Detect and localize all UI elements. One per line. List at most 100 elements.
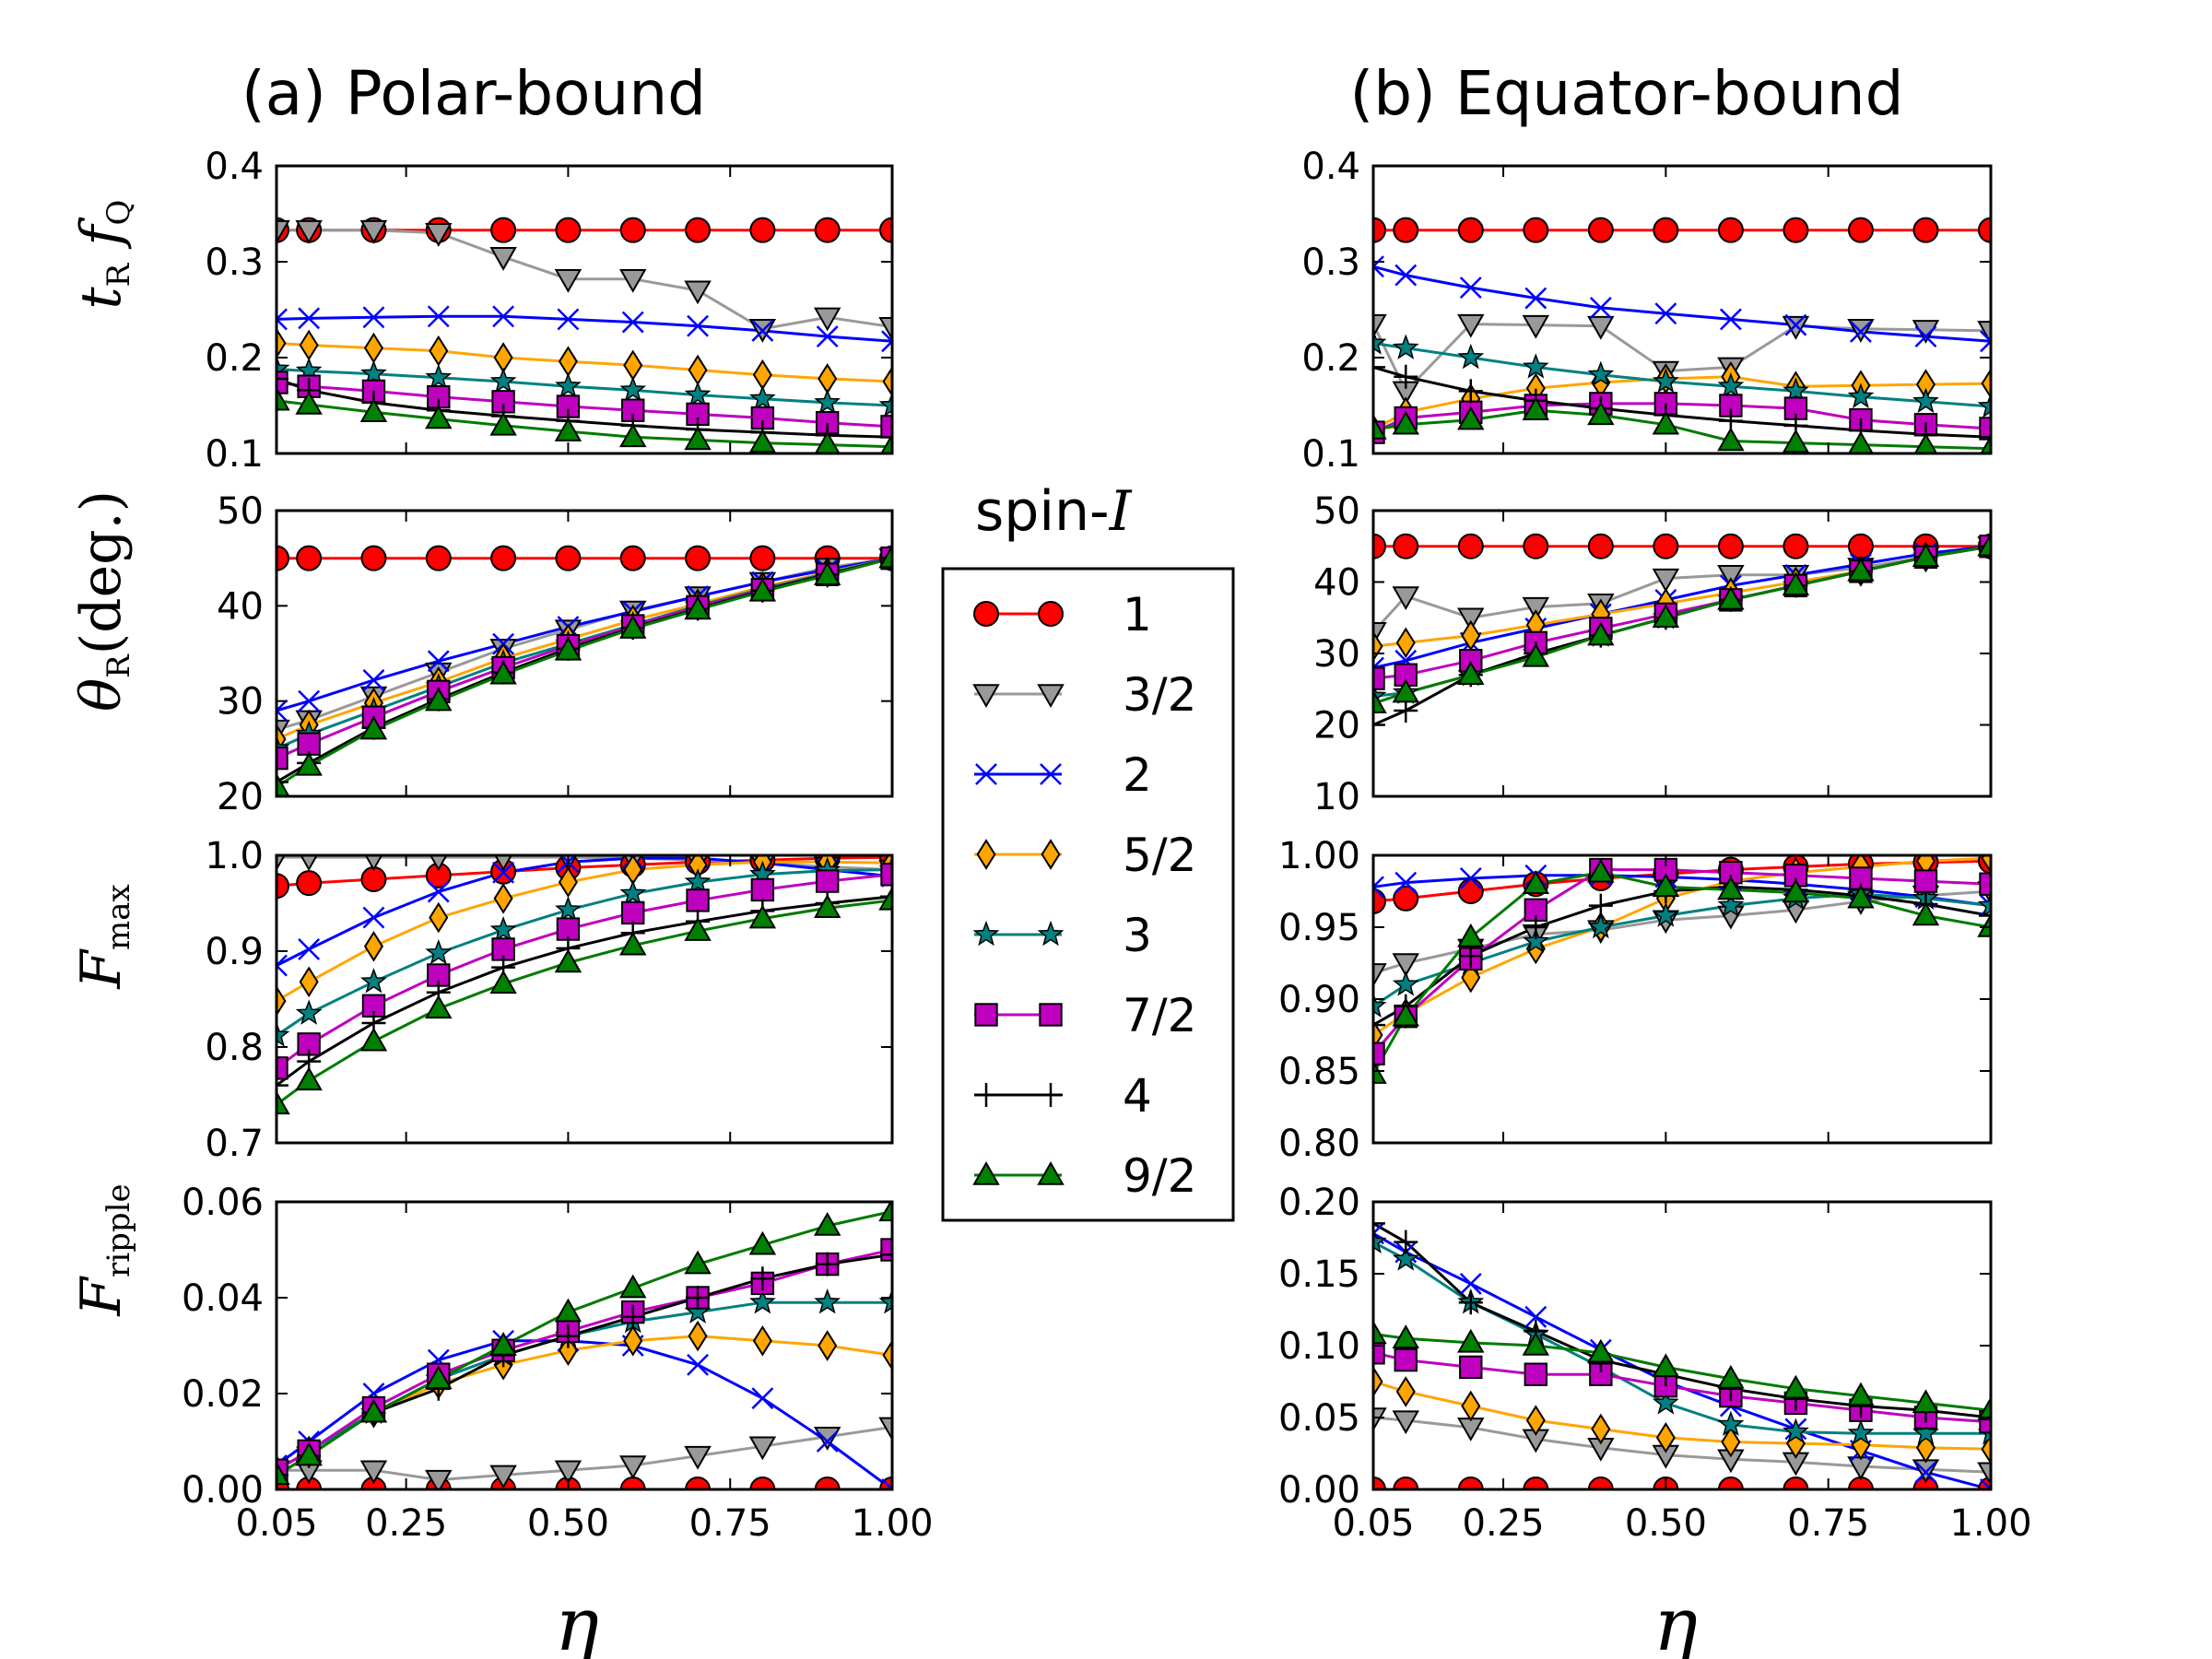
data-point-b-tf-1-9 [1912,320,1940,344]
data-point-a-tf-7-5 [554,418,582,441]
data-point-b-frip-6-1 [1394,1230,1418,1254]
legend-marker-left [972,1160,1000,1185]
data-point-b-frip-4-6 [1717,1410,1745,1437]
data-point-a-fmax-4-1 [295,999,323,1025]
ytick-label-b-tf-1: 0.2 [1301,337,1360,380]
ytick-label-b-fmax-0: 0.80 [1278,1123,1360,1165]
data-point-b-theta-0-6 [1717,533,1744,559]
legend-label: 4 [1123,1069,1152,1123]
data-point-a-tf-3-3 [429,335,449,367]
legend-label: 3 [1123,909,1152,962]
data-point-b-tf-0-9 [1912,217,1939,243]
data-point-b-theta-0-1 [1393,533,1419,559]
plot-a-frip: 0.00 0.02 0.04 0.06 0.05 0.25 0.50 0.75 1.00 [182,1182,934,1545]
data-point-a-theta-2-1 [298,689,321,712]
data-point-b-tf-0-4 [1587,217,1614,243]
data-point-a-tf-1-4 [489,247,517,271]
data-point-a-fmax-3-3 [429,901,449,934]
axes-frame-a-theta [275,509,894,798]
data-point-b-theta-0-7 [1783,533,1809,559]
data-point-b-tf-4-1 [1392,334,1419,359]
data-point-b-frip-4-8 [1847,1419,1875,1445]
data-point-b-fmax-7-6 [1717,876,1745,900]
data-point-a-fmax-3-4 [493,882,513,914]
data-point-b-tf-1-7 [1782,315,1810,340]
legend-entry: 2 [974,748,1152,802]
data-point-a-fmax-2-2 [362,906,385,929]
ytick-label-a-theta-1: 30 [217,681,264,724]
data-point-a-tf-7-6 [619,423,647,448]
data-point-b-fmax-7-3 [1522,870,1550,894]
series-group-a-frip [276,1201,893,1490]
data-point-a-fmax-4-2 [360,968,387,994]
panel-title-a: (a) Polar-bound [241,58,706,129]
data-point-b-frip-7-7 [1782,1374,1810,1399]
data-point-a-tf-2-6 [621,311,644,334]
ylabel-fripple: Fripple [69,1183,137,1316]
data-point-a-frip-6-5 [556,1324,581,1348]
data-point-a-fmax-3-1 [299,966,319,998]
data-point-a-frip-7-6 [619,1274,647,1299]
axes-frame-a-fmax [275,853,894,1145]
data-point-a-fmax-5-8 [750,877,775,902]
data-point-a-tf-4-2 [360,359,387,385]
plot-a-fmax: 0.7 0.8 0.9 1.0 [205,835,894,1165]
legend: 1 3/2 2 5/2 3 7/2 4 9/2 [972,588,1196,1203]
data-point-a-tf-0-7 [685,217,712,243]
data-point-a-tf-4-5 [555,372,582,398]
data-point-a-tf-0-4 [490,217,517,243]
ytick-label-b-theta-1: 20 [1313,705,1360,747]
data-point-a-frip-2-9 [816,1430,839,1453]
data-point-a-fmax-3-5 [558,866,578,898]
data-point-a-frip-2-8 [751,1387,774,1410]
ytick-label-b-tf-3: 0.4 [1301,146,1360,188]
ytick-label-a-tf-3: 0.4 [205,146,264,188]
data-point-a-tf-3-8 [752,359,772,391]
data-point-a-tf-2-2 [362,306,385,329]
data-point-a-fmax-4-6 [619,879,647,905]
data-point-b-fmax-4-5 [1652,901,1679,927]
data-point-a-theta-0-3 [425,545,452,571]
data-point-b-tf-2-2 [1459,276,1482,300]
svg-text:Fripple: Fripple [69,1183,137,1316]
data-point-a-fmax-1-1 [299,854,319,872]
data-point-b-frip-4-9 [1912,1419,1939,1445]
data-point-a-tf-7-1 [295,390,323,415]
legend-entry: 9/2 [972,1149,1196,1203]
data-point-b-frip-4-5 [1652,1389,1679,1415]
data-point-b-theta-3-1 [1395,627,1416,659]
svg-text:θR(deg.): θR(deg.) [69,490,137,712]
legend-label: 2 [1123,748,1152,802]
data-point-b-tf-7-4 [1587,401,1615,426]
ytick-label-b-frip-0: 0.00 [1278,1469,1360,1512]
legend-label: 9/2 [1123,1149,1196,1203]
data-point-a-fmax-7-8 [748,904,777,929]
data-point-a-frip-1-6 [619,1455,647,1480]
data-point-b-tf-4-3 [1522,353,1549,379]
data-point-a-tf-3-6 [623,349,643,382]
data-point-b-tf-4-2 [1457,343,1485,370]
data-point-a-tf-1-3 [425,223,453,247]
ytick-label-a-frip-0: 0.00 [182,1469,264,1512]
data-point-a-tf-7-4 [489,411,517,436]
data-point-a-theta-0-2 [360,545,387,571]
data-point-b-frip-7-4 [1587,1338,1615,1363]
data-point-a-frip-3-7 [688,1320,708,1352]
series-group-a-theta [276,542,893,797]
data-point-b-fmax-4-6 [1717,891,1745,917]
data-point-a-theta-0-1 [296,545,323,571]
data-point-a-frip-3-8 [752,1324,772,1357]
data-point-a-frip-1-9 [813,1427,841,1451]
legend-marker-right [1037,684,1065,709]
data-point-a-frip-6-7 [686,1286,711,1310]
legend-marker-right [1040,763,1062,785]
data-point-a-tf-2-1 [298,307,321,330]
data-point-a-frip-1-3 [425,1469,453,1490]
xtick-label-b-frip-2: 0.50 [1625,1502,1707,1545]
legend-marker-left [972,920,1000,947]
data-point-a-frip-7-8 [748,1230,777,1255]
xlabel-a: η [555,1582,599,1659]
ytick-label-a-tf-0: 0.1 [205,433,264,476]
data-point-a-theta-2-3 [427,650,450,673]
data-point-a-fmax-7-7 [684,917,712,941]
